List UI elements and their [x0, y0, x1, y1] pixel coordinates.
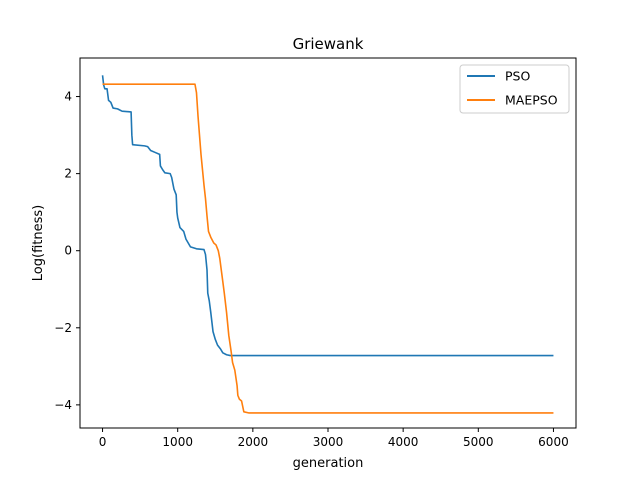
y-tick-label: −2 [54, 321, 72, 335]
series-layer [101, 75, 554, 414]
x-tick-label: 4000 [388, 435, 419, 449]
series-line-maepso [102, 83, 554, 414]
x-axis-label: generation [293, 456, 364, 471]
y-tick-label: 4 [64, 90, 72, 104]
y-tick-label: 0 [64, 244, 72, 258]
y-axis-label: Log(fitness) [31, 205, 46, 281]
y-tick-label: −4 [54, 398, 72, 412]
x-axis-ticks: 0 1000 2000 3000 4000 5000 6000 [99, 428, 569, 449]
series-line-pso [101, 75, 554, 357]
legend-label-maepso: MAEPSO [505, 93, 558, 108]
x-tick-label: 5000 [463, 435, 494, 449]
y-tick-label: 2 [64, 167, 72, 181]
x-tick-label: 2000 [238, 435, 269, 449]
plot-frame [79, 57, 577, 429]
x-tick-label: 0 [99, 435, 107, 449]
legend: PSO MAEPSO [459, 64, 570, 114]
legend-label-pso: PSO [505, 69, 530, 84]
x-tick-label: 6000 [538, 435, 569, 449]
plot-area [80, 58, 576, 428]
x-tick-label: 3000 [313, 435, 344, 449]
x-tick-label: 1000 [162, 435, 193, 449]
y-axis-ticks: −4 −2 0 2 4 [54, 90, 80, 412]
chart-title: Griewank [293, 35, 364, 53]
